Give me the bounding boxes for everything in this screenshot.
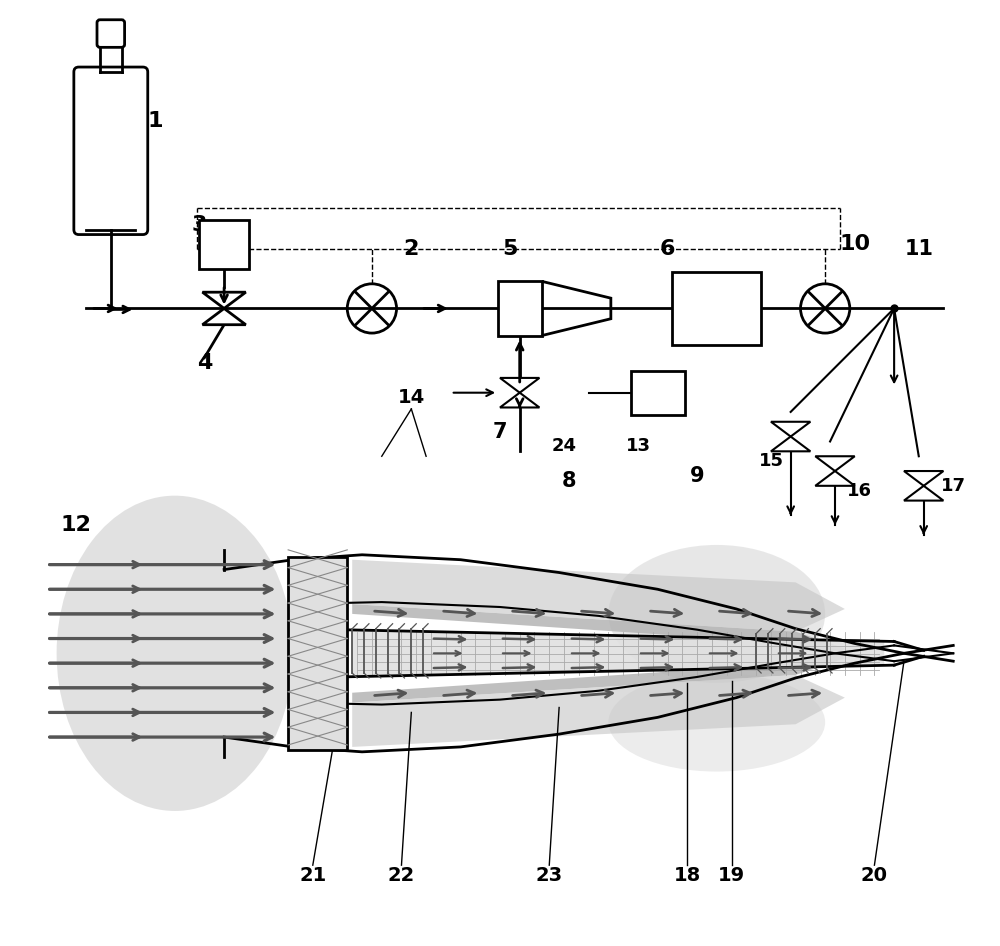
Text: 24: 24 (552, 437, 577, 455)
Bar (672, 272, 761, 345)
Text: 1: 1 (147, 112, 163, 131)
Text: 13: 13 (625, 437, 650, 455)
Text: 18: 18 (674, 866, 701, 885)
Bar (199, 219, 249, 269)
Text: 20: 20 (861, 866, 888, 885)
Bar (631, 371, 685, 415)
Ellipse shape (608, 545, 825, 683)
Polygon shape (500, 377, 539, 393)
Text: 5: 5 (502, 239, 518, 259)
Polygon shape (352, 648, 845, 703)
Text: 22: 22 (388, 866, 415, 885)
Polygon shape (352, 629, 884, 678)
Text: 17: 17 (941, 477, 966, 495)
Text: 19: 19 (718, 866, 745, 885)
Text: 16: 16 (847, 482, 872, 499)
Text: 15: 15 (758, 452, 783, 470)
Text: 3: 3 (192, 215, 207, 235)
Polygon shape (815, 456, 855, 471)
Text: 14: 14 (398, 388, 425, 407)
Polygon shape (352, 604, 845, 658)
Text: 6: 6 (660, 239, 675, 259)
Polygon shape (904, 486, 943, 500)
FancyBboxPatch shape (97, 20, 125, 47)
FancyBboxPatch shape (74, 67, 148, 235)
Text: 23: 23 (536, 866, 563, 885)
Polygon shape (904, 471, 943, 486)
Polygon shape (202, 292, 246, 308)
Polygon shape (771, 436, 810, 451)
Bar (498, 281, 542, 336)
Text: 12: 12 (61, 516, 92, 535)
Text: 9: 9 (690, 466, 704, 486)
Ellipse shape (608, 673, 825, 772)
Polygon shape (202, 308, 246, 324)
Text: 4: 4 (197, 353, 212, 373)
Polygon shape (771, 422, 810, 436)
Polygon shape (352, 675, 845, 747)
Text: 7: 7 (493, 422, 507, 442)
Text: 11: 11 (904, 239, 933, 259)
Polygon shape (352, 560, 845, 632)
Text: 21: 21 (299, 866, 326, 885)
Text: 8: 8 (562, 471, 576, 491)
Text: 10: 10 (839, 235, 870, 254)
Polygon shape (500, 393, 539, 408)
Polygon shape (815, 471, 855, 486)
Text: 2: 2 (404, 239, 419, 259)
Ellipse shape (57, 496, 293, 811)
Bar (288, 557, 347, 750)
